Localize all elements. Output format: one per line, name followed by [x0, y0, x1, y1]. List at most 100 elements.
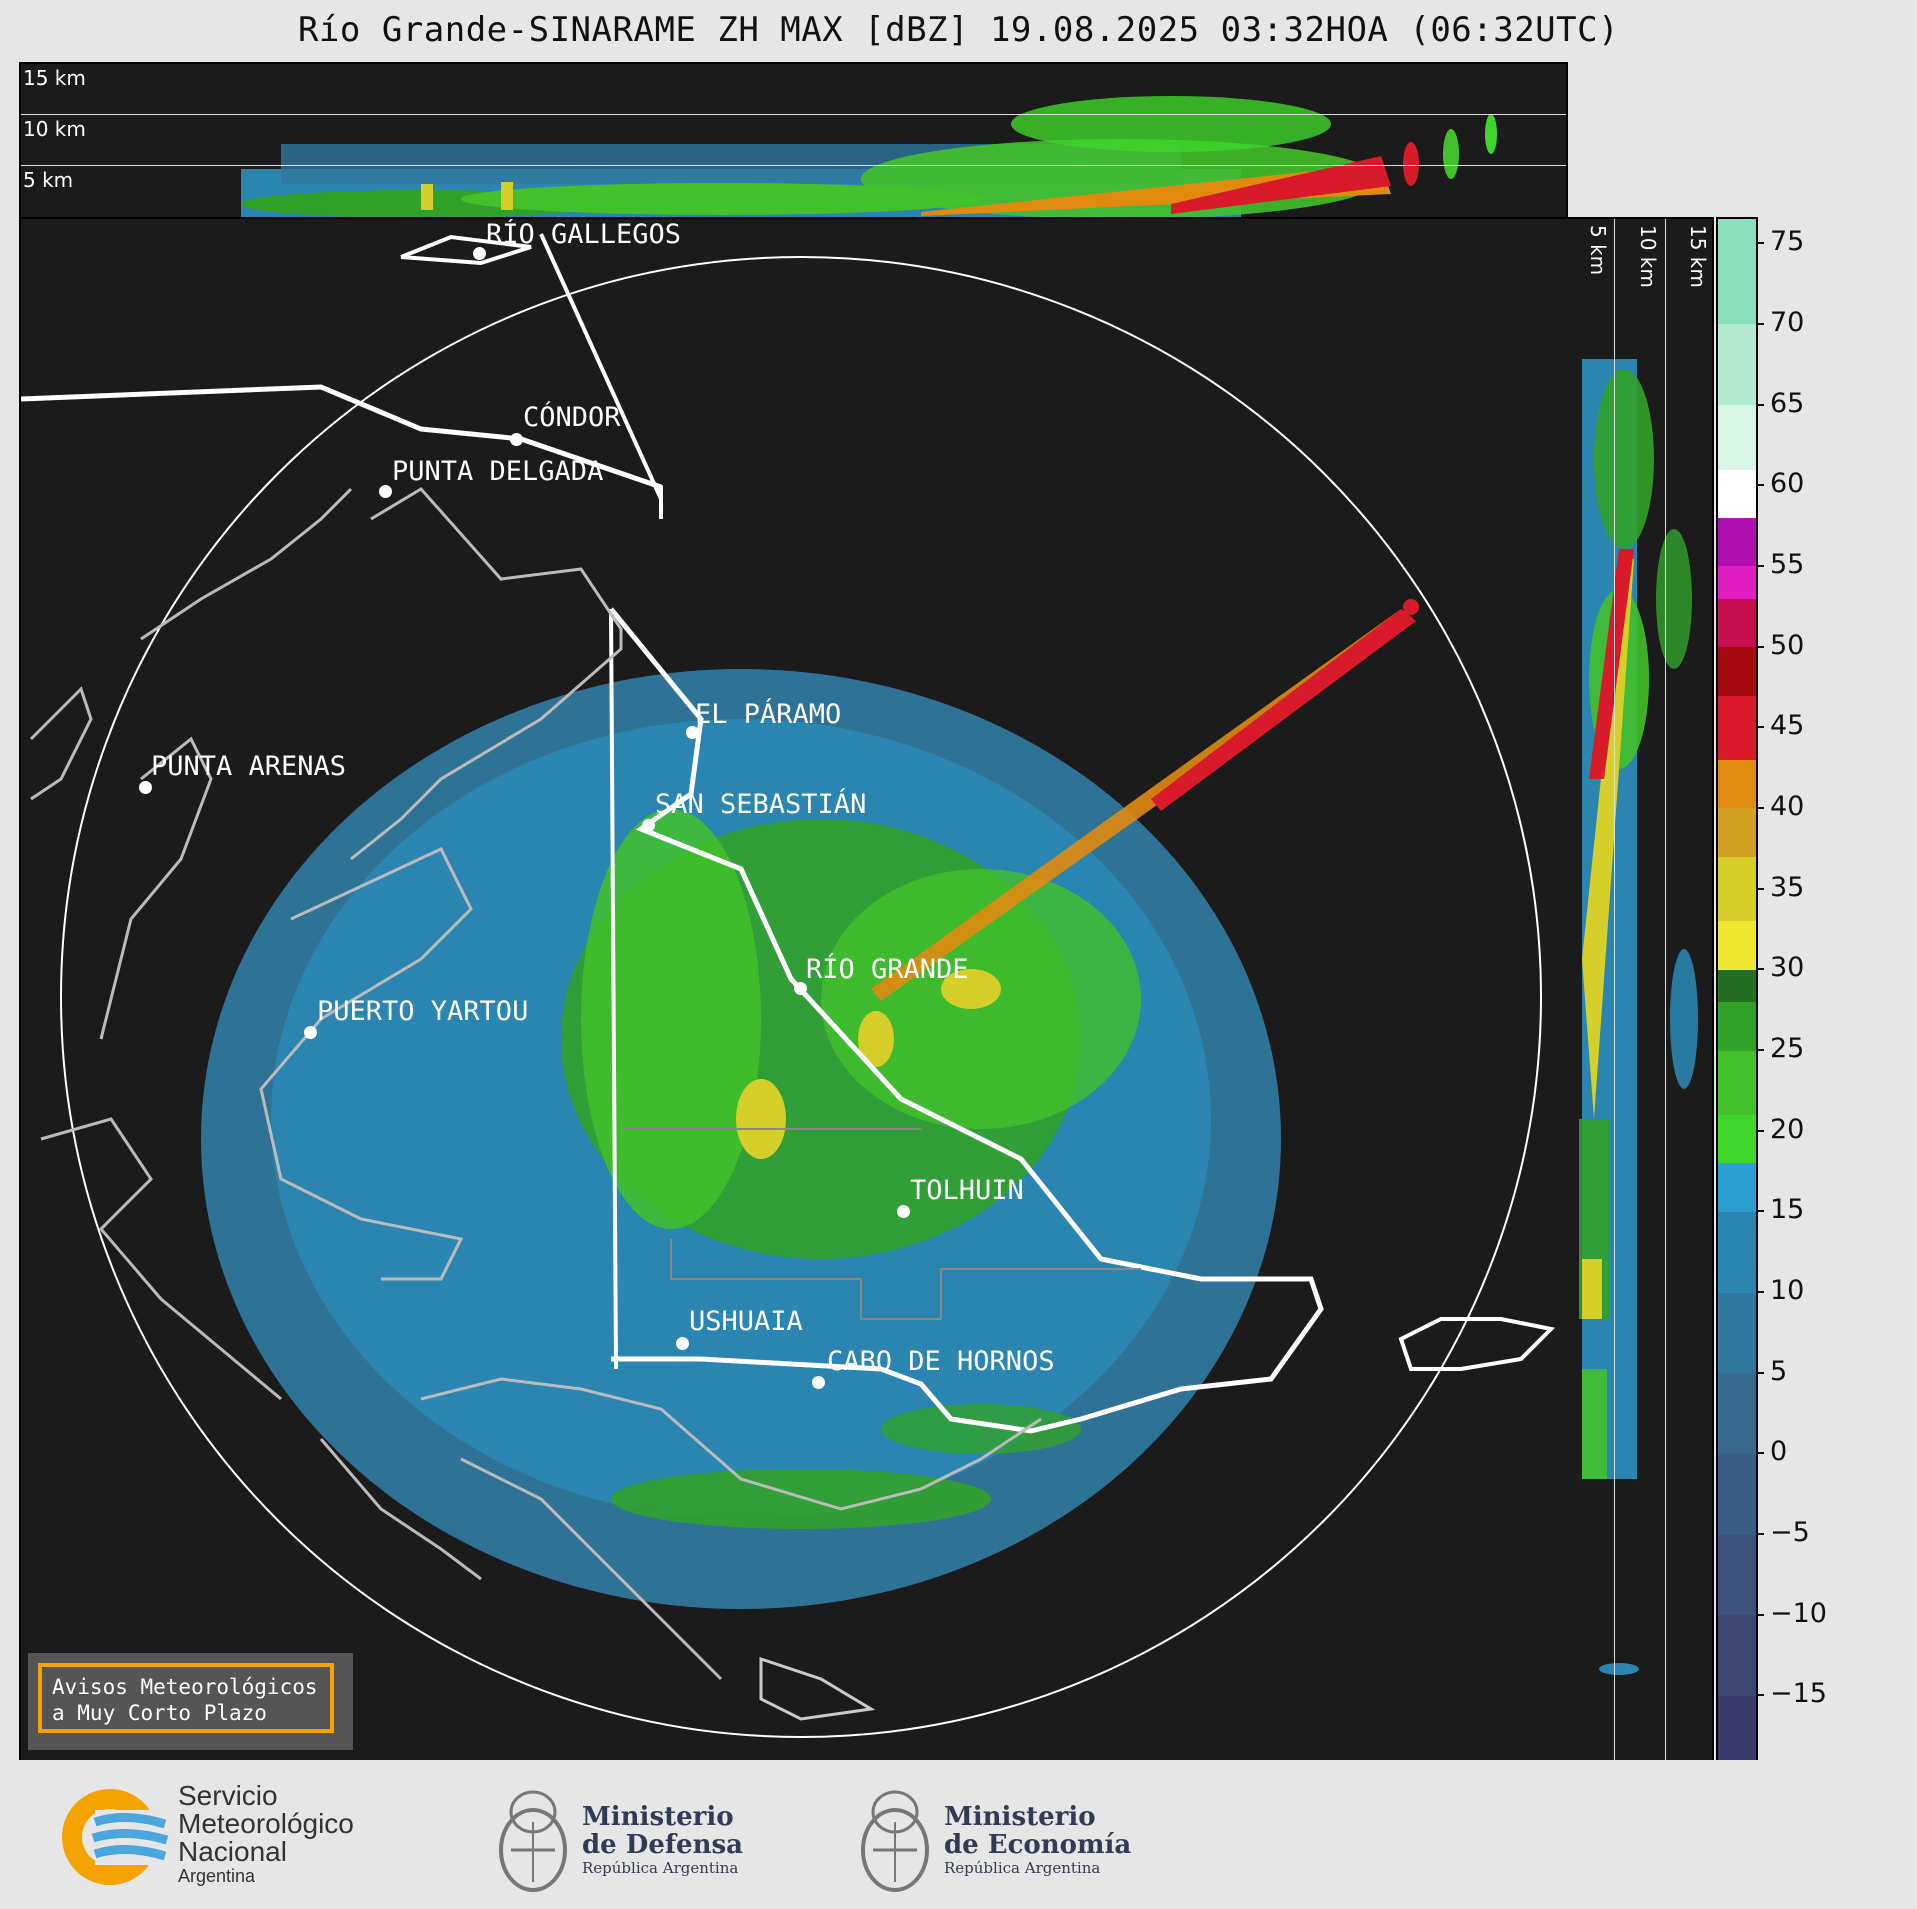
smn-line3: Nacional	[178, 1836, 287, 1867]
defensa-line1: Ministerio	[582, 1802, 734, 1832]
city-dot-rio-grande	[794, 982, 807, 995]
colorbar-tick-label: 30	[1770, 952, 1805, 984]
colorbar-tick-label: 65	[1770, 387, 1805, 419]
city-label-puerto-yartou: PUERTO YARTOU	[317, 996, 529, 1027]
colorbar-tick	[1756, 968, 1764, 971]
colorbar-segment	[1718, 469, 1756, 519]
smn-line2: Meteorológico	[178, 1808, 354, 1839]
colorbar-segment	[1718, 646, 1756, 696]
colorbar-tick	[1756, 1452, 1764, 1455]
footer: Servicio Meteorológico Nacional Argentin…	[0, 1760, 1917, 1909]
avisos-line2: a Muy Corto Plazo	[52, 1701, 267, 1725]
colorbar-segment	[1718, 1292, 1756, 1374]
economia-line3: República Argentina	[944, 1859, 1101, 1877]
city-dot-san-sebastian	[642, 819, 655, 832]
economia-seal-icon	[861, 1790, 929, 1892]
altitude-label-15km: 15 km	[23, 66, 86, 90]
colorbar-tick	[1756, 645, 1764, 648]
colorbar-segment	[1718, 1114, 1756, 1164]
altitude-label-15km-v: 15 km	[1686, 225, 1710, 288]
avisos-line1: Avisos Meteorológicos	[52, 1675, 318, 1699]
defensa-seal-icon	[499, 1790, 567, 1892]
colorbar-tick-label: 70	[1770, 306, 1805, 338]
altitude-line-5km	[21, 165, 1566, 166]
colorbar-segment	[1718, 759, 1756, 809]
city-label-el-paramo: EL PÁRAMO	[695, 699, 842, 730]
colorbar-tick-label: −5	[1770, 1517, 1810, 1549]
colorbar-tick-label: 75	[1770, 226, 1805, 258]
defensa-logo-text: Ministerio de Defensa República Argentin…	[582, 1803, 743, 1877]
city-dot-rio-gallegos	[473, 247, 486, 260]
colorbar-tick	[1756, 1210, 1764, 1213]
city-dot-tolhuin	[897, 1205, 910, 1218]
colorbar-tick-label: 55	[1770, 548, 1805, 580]
colorbar-segment	[1718, 1695, 1756, 1761]
altitude-label-5km-v: 5 km	[1586, 225, 1610, 276]
colorbar-segment	[1718, 404, 1756, 470]
colorbar-segment	[1718, 1372, 1756, 1454]
city-label-rio-grande: RÍO GRANDE	[806, 954, 969, 985]
colorbar-segment	[1718, 219, 1756, 325]
colorbar-tick-label: 0	[1770, 1436, 1788, 1468]
chart-title: Río Grande-SINARAME ZH MAX [dBZ] 19.08.2…	[297, 10, 1620, 50]
avisos-box: Avisos Meteorológicos a Muy Corto Plazo	[28, 1653, 353, 1750]
colorbar-segment	[1718, 1050, 1756, 1116]
city-dot-condor	[510, 433, 523, 446]
colorbar-tick	[1756, 1694, 1764, 1697]
colorbar-segment	[1718, 856, 1756, 922]
colorbar-tick-label: 5	[1770, 1355, 1788, 1387]
colorbar	[1716, 217, 1758, 1762]
colorbar-segment	[1718, 598, 1756, 648]
defensa-line2: de Defensa	[582, 1830, 743, 1860]
colorbar-segment	[1718, 1162, 1756, 1212]
economia-logo-text: Ministerio de Economía República Argenti…	[944, 1803, 1131, 1877]
colorbar-tick	[1756, 484, 1764, 487]
colorbar-segment	[1718, 1211, 1756, 1293]
top-cross-section-echo	[241, 96, 1497, 217]
colorbar-tick-label: 50	[1770, 629, 1805, 661]
colorbar-tick	[1756, 1291, 1764, 1294]
altitude-label-10km-v: 10 km	[1636, 225, 1660, 288]
smn-logo-icon	[62, 1789, 175, 1885]
city-dot-puerto-yartou	[304, 1026, 317, 1039]
colorbar-tick-label: 45	[1770, 710, 1805, 742]
colorbar-segment	[1718, 695, 1756, 761]
smn-line1: Servicio	[178, 1780, 278, 1811]
colorbar-segment	[1718, 969, 1756, 1003]
colorbar-tick	[1756, 1129, 1764, 1132]
city-label-condor: CÓNDOR	[523, 402, 621, 433]
colorbar-tick	[1756, 403, 1764, 406]
colorbar-segment	[1718, 517, 1756, 567]
city-dot-punta-arenas	[139, 781, 152, 794]
right-cross-section: 5 km 10 km 15 km	[1564, 217, 1714, 1762]
city-label-punta-delgada: PUNTA DELGADA	[392, 456, 604, 487]
colorbar-tick-label: 20	[1770, 1113, 1805, 1145]
colorbar-tick-label: 60	[1770, 468, 1805, 500]
defensa-line3: República Argentina	[582, 1859, 739, 1877]
colorbar-tick	[1756, 242, 1764, 245]
city-dot-punta-delgada	[379, 485, 392, 498]
colorbar-tick-label: 15	[1770, 1194, 1805, 1226]
economia-line1: Ministerio	[944, 1802, 1096, 1832]
colorbar-tick	[1756, 1049, 1764, 1051]
colorbar-segment	[1718, 323, 1756, 406]
colorbar-tick	[1756, 806, 1764, 809]
colorbar-tick	[1756, 1613, 1764, 1616]
colorbar-segment	[1718, 1001, 1756, 1051]
top-cross-section: 15 km 10 km 5 km	[19, 62, 1568, 219]
colorbar-tick	[1756, 726, 1764, 729]
colorbar-tick-label: 10	[1770, 1275, 1805, 1307]
city-label-san-sebastian: SAN SEBASTIÁN	[655, 789, 867, 820]
economia-line2: de Economía	[944, 1830, 1132, 1860]
smn-logo-text: Servicio Meteorológico Nacional Argentin…	[178, 1780, 354, 1887]
radar-echo-layer	[21, 233, 1556, 1738]
colorbar-segment	[1718, 1534, 1756, 1616]
altitude-label-10km: 10 km	[23, 117, 86, 141]
city-dot-el-paramo	[686, 726, 699, 739]
colorbar-segment	[1718, 920, 1756, 970]
city-label-rio-gallegos: RÍO GALLEGOS	[486, 219, 682, 250]
city-label-cabo-de-hornos: CABO DE HORNOS	[827, 1346, 1055, 1377]
colorbar-tick-label: 25	[1770, 1033, 1805, 1064]
altitude-line-10km	[21, 114, 1566, 115]
colorbar-segment	[1718, 1614, 1756, 1696]
